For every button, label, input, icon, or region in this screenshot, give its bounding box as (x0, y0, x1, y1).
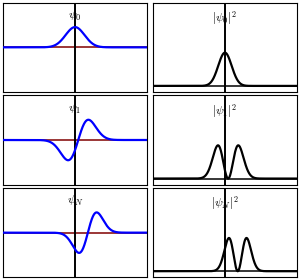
Text: $\psi_N$: $\psi_N$ (67, 194, 83, 208)
Text: $|\psi_0|^2$: $|\psi_0|^2$ (212, 9, 238, 27)
Text: $\psi_1$: $\psi_1$ (68, 102, 82, 116)
Text: $\psi_0$: $\psi_0$ (68, 9, 82, 23)
Text: $|\psi_1|^2$: $|\psi_1|^2$ (212, 102, 238, 120)
Text: $|\psi_N|^2$: $|\psi_N|^2$ (211, 194, 239, 212)
